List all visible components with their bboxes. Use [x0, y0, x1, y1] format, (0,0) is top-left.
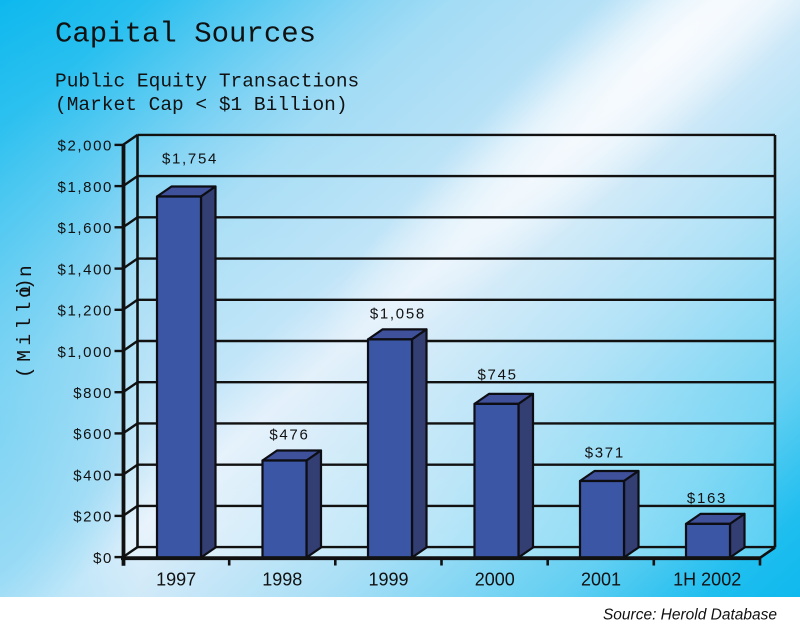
svg-text:$1,200: $1,200: [58, 303, 113, 320]
svg-text:o: o: [14, 286, 36, 298]
svg-text:Public Equity Transactions: Public Equity Transactions: [55, 71, 359, 93]
svg-text:(Market Cap < $1 Billion): (Market Cap < $1 Billion): [55, 94, 348, 116]
svg-text:$1,754: $1,754: [162, 151, 218, 168]
svg-text:1998: 1998: [262, 570, 302, 590]
svg-text:n: n: [15, 265, 37, 277]
svg-text:$400: $400: [73, 468, 113, 485]
svg-text:1999: 1999: [368, 570, 408, 590]
svg-text:Capital Sources: Capital Sources: [55, 18, 316, 51]
svg-text:): ): [14, 278, 36, 290]
svg-text:$2,000: $2,000: [58, 138, 113, 155]
svg-text:$476: $476: [269, 426, 309, 443]
svg-text:i: i: [14, 285, 36, 297]
svg-text:$1,400: $1,400: [58, 261, 113, 278]
svg-text:$1,058: $1,058: [370, 305, 426, 322]
svg-text:2000: 2000: [475, 570, 515, 590]
svg-text:Source: Herold Database: Source: Herold Database: [603, 607, 777, 623]
svg-text:l: l: [14, 301, 36, 313]
svg-text:$745: $745: [478, 367, 518, 384]
svg-text:$600: $600: [73, 426, 113, 443]
svg-text:1997: 1997: [156, 570, 196, 590]
svg-text:i: i: [14, 334, 36, 346]
svg-text:1H 2002: 1H 2002: [673, 570, 741, 590]
svg-text:$800: $800: [73, 385, 113, 402]
svg-text:$163: $163: [687, 490, 727, 507]
svg-text:M: M: [14, 350, 36, 362]
svg-text:$200: $200: [73, 509, 113, 526]
svg-text:l: l: [14, 318, 36, 330]
svg-text:(: (: [14, 366, 36, 378]
svg-text:2001: 2001: [581, 570, 621, 590]
svg-text:$1,000: $1,000: [58, 344, 113, 361]
svg-text:$1,600: $1,600: [58, 220, 113, 237]
svg-text:$0: $0: [93, 550, 113, 567]
svg-text:$371: $371: [585, 445, 625, 462]
svg-text:$1,800: $1,800: [58, 179, 113, 196]
